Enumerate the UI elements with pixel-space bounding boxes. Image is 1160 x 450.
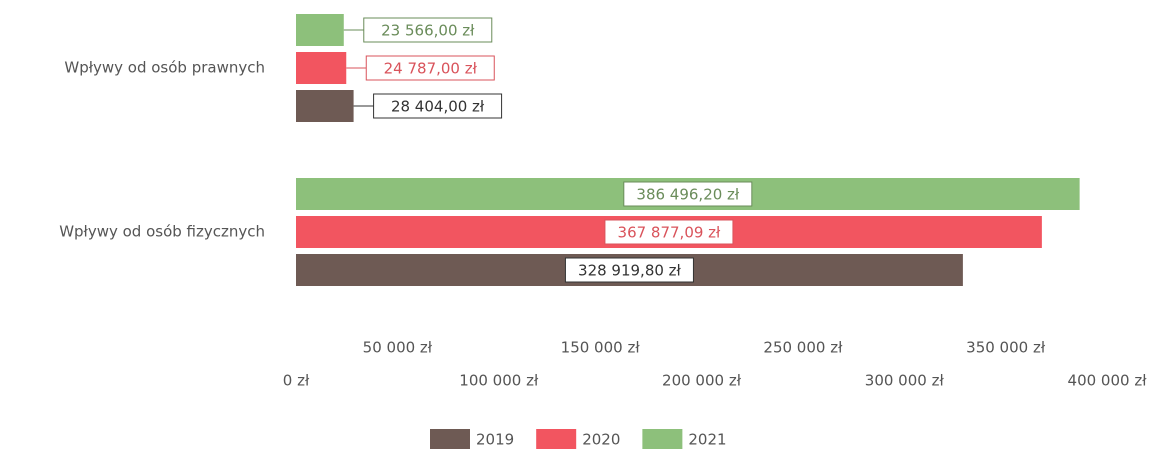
x-tick-label: 150 000 zł xyxy=(561,339,641,357)
x-tick-label: 50 000 zł xyxy=(363,339,433,357)
data-label: 24 787,00 zł xyxy=(384,60,478,78)
data-label: 367 877,09 zł xyxy=(618,224,722,242)
bar xyxy=(296,14,344,46)
legend-label: 2019 xyxy=(476,431,514,449)
data-label-box xyxy=(373,93,503,119)
x-tick-label: 100 000 zł xyxy=(459,372,539,390)
data-label-box xyxy=(363,17,493,43)
x-tick-label: 400 000 zł xyxy=(1068,372,1148,390)
legend-swatch xyxy=(430,429,470,449)
data-label-box xyxy=(623,181,753,207)
x-tick-label: 250 000 zł xyxy=(763,339,843,357)
data-label: 386 496,20 zł xyxy=(636,186,740,204)
data-label: 23 566,00 zł xyxy=(381,22,475,40)
x-tick-label: 350 000 zł xyxy=(966,339,1046,357)
legend-label: 2020 xyxy=(582,431,620,449)
data-label: 328 919,80 zł xyxy=(578,262,682,280)
data-label-box xyxy=(604,219,734,245)
x-tick-label: 0 zł xyxy=(283,372,310,390)
category-label: Wpływy od osób fizycznych xyxy=(59,223,265,241)
x-tick-label: 200 000 zł xyxy=(662,372,742,390)
data-label-box xyxy=(365,55,495,81)
category-label: Wpływy od osób prawnych xyxy=(64,59,265,77)
legend-swatch xyxy=(642,429,683,449)
bar xyxy=(296,90,354,122)
data-label-box xyxy=(564,257,694,283)
data-label: 28 404,00 zł xyxy=(391,98,485,116)
x-tick-label: 300 000 zł xyxy=(865,372,945,390)
bar xyxy=(296,52,347,84)
legend-label: 2021 xyxy=(688,431,726,449)
legend-swatch xyxy=(536,429,577,449)
